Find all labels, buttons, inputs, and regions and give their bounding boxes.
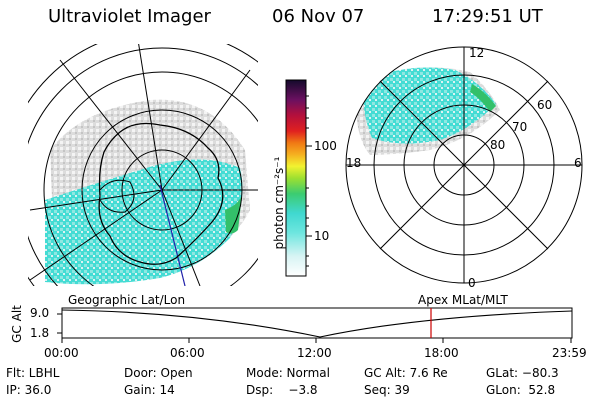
y-tick-bottom: 1.8 <box>30 326 50 340</box>
mlt-label-0: 0 <box>468 276 476 290</box>
geographic-map <box>28 44 258 286</box>
colorbar-tick-10: 10 <box>314 229 330 243</box>
timeline-y-label: GC Alt <box>9 305 24 343</box>
info-gain: Gain: 14 <box>124 383 175 397</box>
polar-mlt-dial <box>345 46 583 284</box>
colorbar <box>285 79 312 277</box>
colorbar-tick-100: 100 <box>314 139 337 153</box>
y-tick-top: 9.0 <box>30 306 50 320</box>
mlt-label-18: 18 <box>346 156 362 170</box>
aurora-oval <box>45 159 243 285</box>
info-gc-alt: GC Alt: 7.6 Re <box>364 366 448 380</box>
x-tick-1800: 18:00 <box>424 346 459 360</box>
time-label: 17:29:51 UT <box>432 6 543 27</box>
timeline-left-label: Geographic Lat/Lon <box>68 293 186 307</box>
colorbar-unit-label: photon cm⁻²s⁻¹ <box>272 156 286 250</box>
polar-aurora <box>363 67 496 144</box>
coastline <box>98 122 224 265</box>
lat-label-60: 60 <box>537 98 553 112</box>
info-mode: Mode: Normal <box>246 366 330 380</box>
info-seq: Seq: 39 <box>364 383 410 397</box>
info-flt: Flt: LBHL <box>6 366 60 380</box>
info-glat: GLat: −80.3 <box>486 366 559 380</box>
x-tick-1200: 12:00 <box>297 346 332 360</box>
lat-label-80: 80 <box>490 138 506 152</box>
x-tick-2359: 23:59 <box>552 346 587 360</box>
info-glon: GLon: 52.8 <box>486 383 556 397</box>
aurora-bright-edge <box>225 195 242 234</box>
info-dsp: Dsp: −3.8 <box>246 383 318 397</box>
altitude-timeline <box>57 307 573 343</box>
info-door: Door: Open <box>124 366 193 380</box>
mlt-label-6: 6 <box>574 156 582 170</box>
x-tick-0600: 06:00 <box>170 346 205 360</box>
date-label: 06 Nov 07 <box>272 6 365 27</box>
info-ip: IP: 36.0 <box>6 383 52 397</box>
app-title: Ultraviolet Imager <box>48 6 211 27</box>
mlt-label-12: 12 <box>469 46 485 60</box>
timeline-right-label: Apex MLat/MLT <box>418 293 508 307</box>
x-tick-0000: 00:00 <box>44 346 79 360</box>
altitude-curve <box>61 309 573 338</box>
lat-label-70: 70 <box>512 120 528 134</box>
